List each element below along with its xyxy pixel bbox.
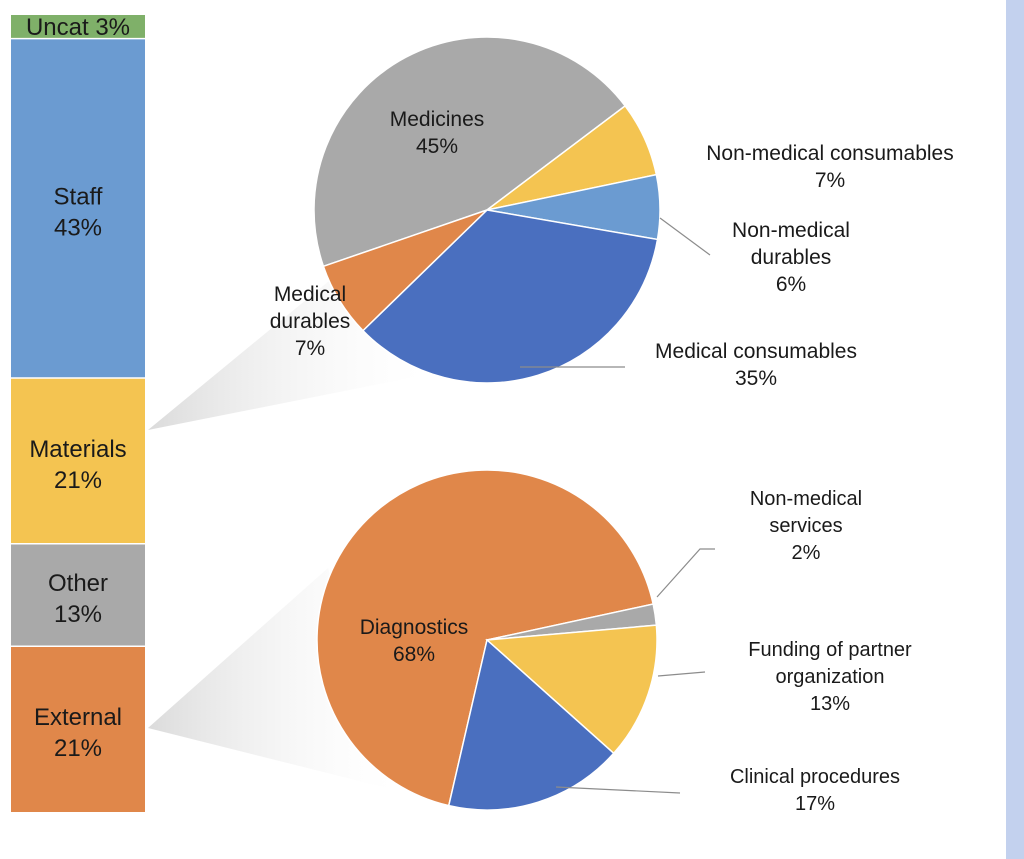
external-pie-label-diagnostics: Diagnostics 68%: [360, 616, 469, 666]
materials-pie-label-medical-consumables: Medical consumables 35%: [655, 340, 857, 390]
materials-pie: Medicines 45% Non-medical consumables 7% Non…: [270, 36, 954, 390]
external-pie-slice-funding-of-partner-organization: [485, 624, 658, 755]
materials-pie-label-medicines: Medicines 45%: [390, 108, 485, 158]
bar-label-external: External 21%: [34, 704, 122, 762]
materials-pie-label-non-medical-durables: Non-medical durables 6%: [732, 219, 850, 296]
external-pie-label-clinical-procedures: Clinical procedures 17%: [730, 766, 900, 815]
external-pie-label-non-medical-services: Non-medical services 2%: [750, 488, 862, 564]
bar-segment-staff: [11, 38, 145, 378]
external-pie-leader-clinical-procedures: [555, 786, 681, 794]
external-pie-leader-non-medical-services: [656, 548, 715, 598]
bar-segment-materials: [11, 377, 145, 544]
materials-pie-label-medical-durables: Medical durables 7%: [270, 283, 351, 360]
bar-segment-other: [11, 543, 145, 647]
external-pie-leader-funding-of-partner-organization: [657, 671, 706, 677]
bar-label-other: Other 13%: [48, 570, 108, 628]
bar-label-uncat: Uncat 3%: [26, 14, 130, 41]
bar-label-materials: Materials 21%: [29, 436, 126, 494]
external-pie-label-funding-of-partner-organization: Funding of partner organization 13%: [748, 639, 912, 715]
external-pie-slice-diagnostics: [316, 469, 655, 807]
external-pie-slice-clinical-procedures: [447, 638, 615, 811]
materials-pie-leader-non-medical-durables: [659, 217, 711, 256]
materials-pie-slice-medical-consumables: [361, 209, 659, 384]
materials-pie-slice-medical-durables: [322, 209, 488, 332]
bar-label-staff: Staff 43%: [54, 183, 103, 241]
right-edge-strip: [1006, 0, 1024, 859]
materials-pie-slice-medicines: [313, 36, 627, 268]
bar-segment-external: [11, 646, 145, 812]
bar-segment-uncat: [11, 15, 145, 39]
materials-pie-label-non-medical-consumables: Non-medical consumables 7%: [706, 142, 953, 192]
stacked-bar: Uncat 3% Staff 43% Materials 21% Other 13% Exte…: [11, 14, 145, 812]
external-pie: Diagnostics 68% Non-medical services 2% Fundi…: [316, 469, 912, 815]
